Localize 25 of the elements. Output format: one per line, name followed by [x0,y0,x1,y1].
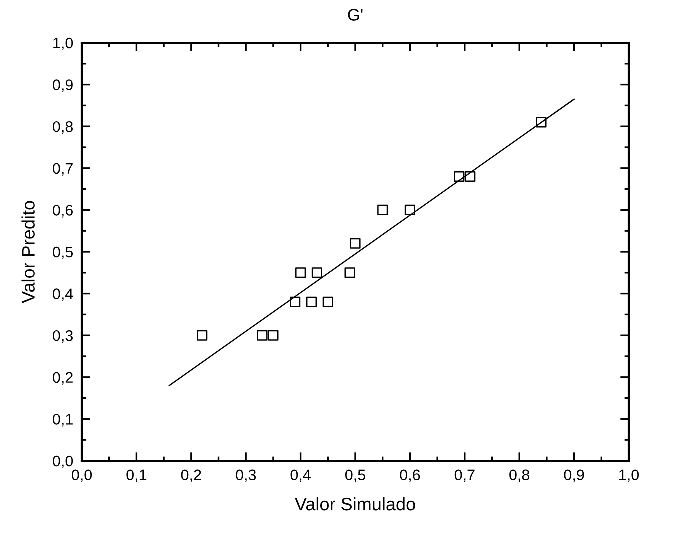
x-tick-label: 0,6 [400,470,420,482]
x-tick-label: 0,0 [72,470,92,482]
y-tick-label: 0,5 [53,246,74,260]
x-tick-label: 0,8 [510,470,530,482]
x-tick-label: 0,9 [564,470,584,482]
y-tick-label: 1,0 [54,38,74,50]
y-tick-label: 0,9 [53,80,73,92]
y-tick-label: 0,6 [53,205,73,218]
x-axis-title: Valor Simulado [295,497,416,511]
y-tick-label: 0,4 [53,288,74,302]
y-tick-label: 0,7 [53,163,73,176]
y-tick-label: 0,1 [53,414,73,427]
x-tick-label: 0,3 [236,470,256,482]
y-tick-label: 0,0 [53,456,74,468]
x-tick-label: 0,5 [345,470,366,482]
y-tick-label: 0,3 [53,330,73,344]
x-tick-label: 0,2 [181,470,202,482]
x-tick-label: 0,1 [126,470,147,482]
x-tick-label: 0,7 [454,470,475,482]
x-tick-label: 1,0 [620,470,640,482]
y-tick-label: 0,2 [53,372,73,385]
y-tick-label: 0,8 [53,121,74,134]
chart-title: G' [348,9,363,21]
y-axis-title: Valor Predito [22,201,35,304]
x-tick-label: 0,4 [290,470,311,482]
